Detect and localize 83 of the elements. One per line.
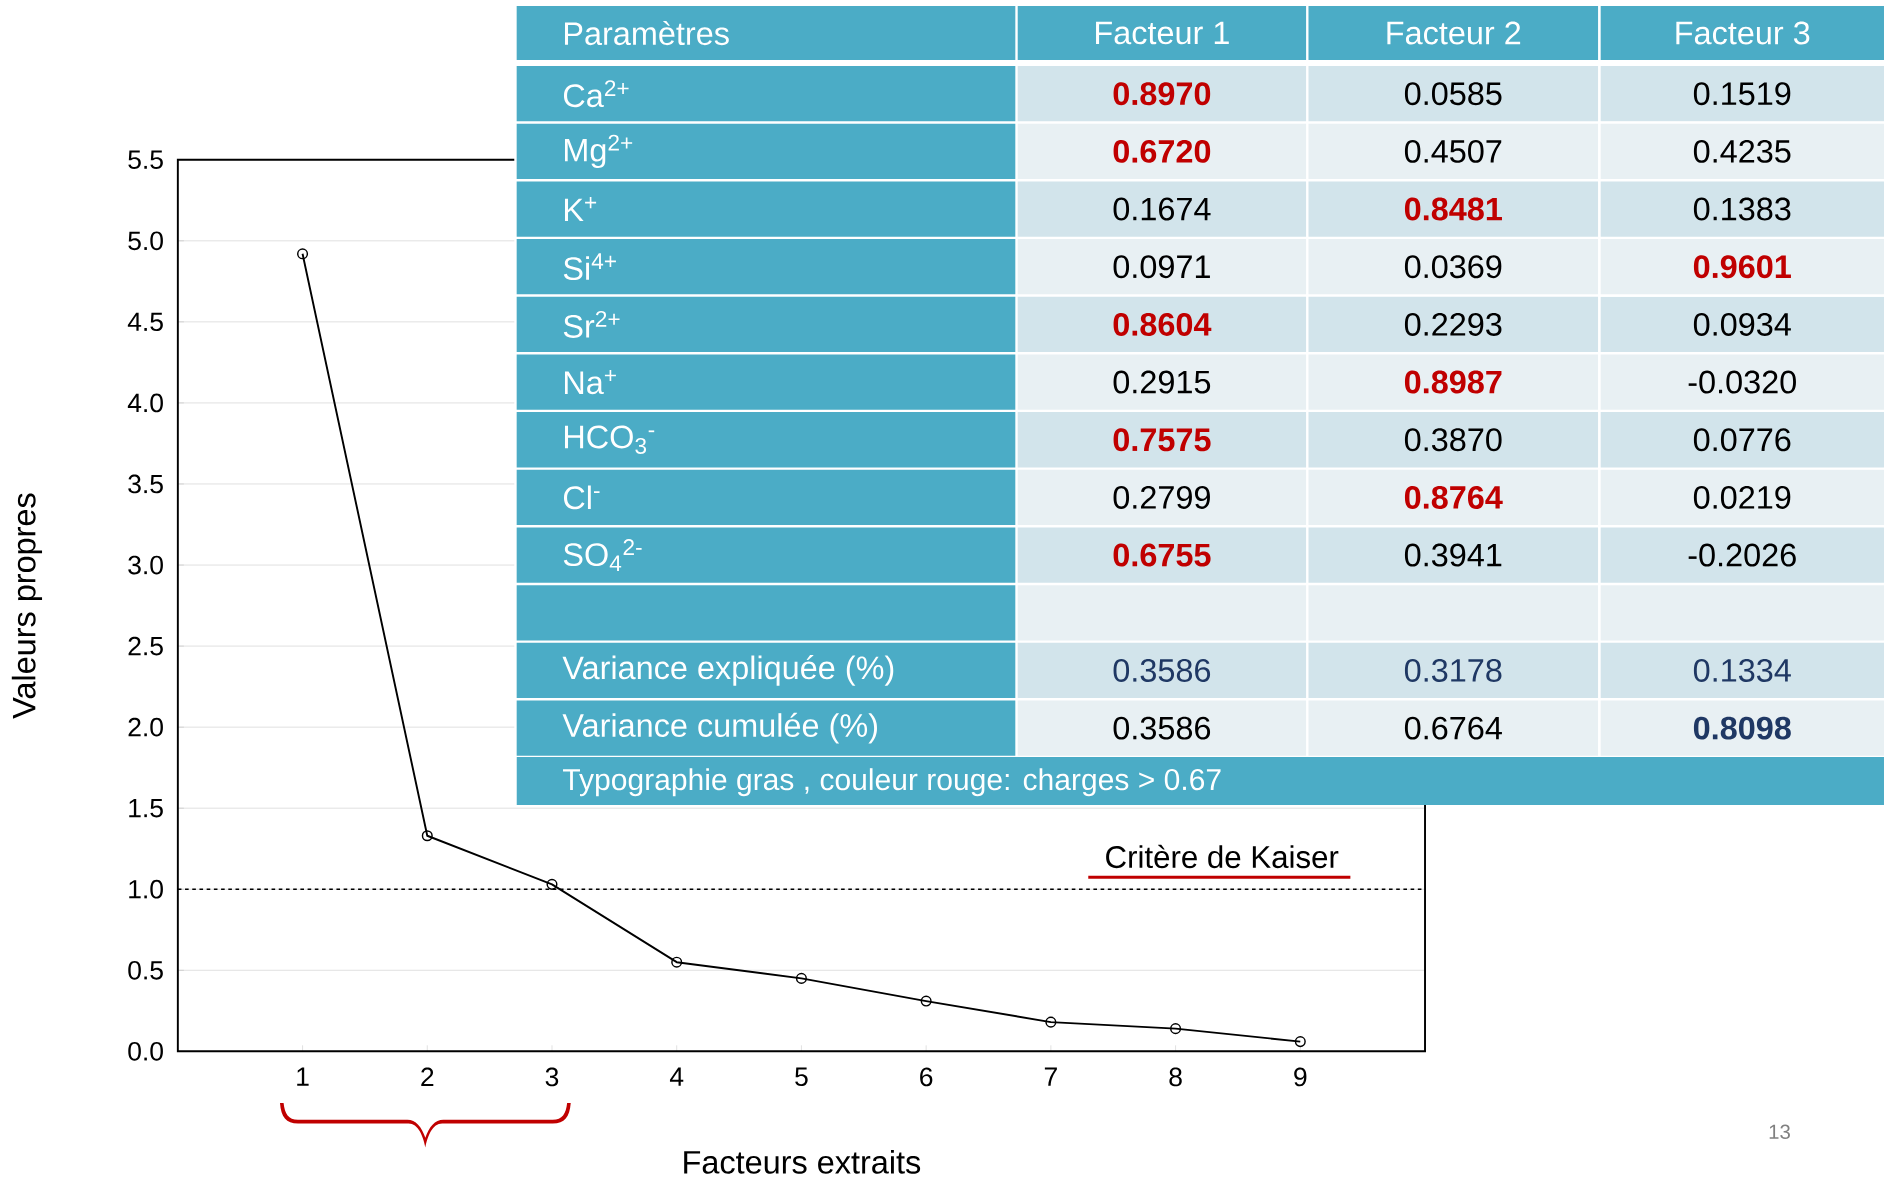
y-tick-label: 3.0 [128,555,163,575]
annotation: 0.3178 [1404,659,1502,682]
point [1045,1016,1057,1028]
annotation: 0.8604 [1113,312,1212,336]
point [1294,1036,1306,1048]
annotation: 0.2293 [1404,312,1502,336]
annotation: 0.4507 [1404,139,1502,163]
annotation: 0.1674 [1113,197,1211,221]
x-axis-title: Facteurs extraits [684,1150,921,1174]
y-tick-label: 5.0 [128,231,163,251]
x-tick-label: 5 [795,1067,808,1087]
text: Facteur 1 [1096,21,1229,45]
annotation: Variance expliquée (%) [562,655,894,686]
text: 0.9601 [1693,255,1791,279]
y-tick-label: 2.0 [128,717,163,737]
y-tick-label: 2.5 [128,636,163,656]
annotation: Variance cumulée (%) [562,712,877,744]
point [795,972,807,984]
text: 0.0934 [1693,312,1791,336]
y-axis-title: Valeurs propres [11,493,43,719]
text: 0.1334 [1693,659,1791,682]
text: Paramètres [564,20,729,46]
text: 13 [1769,1124,1790,1140]
annotation: 0.3586 [1113,716,1211,740]
annotation: Si$^{4+}$ [563,253,616,281]
x-tick-label: 6 [920,1067,933,1087]
annotation: 0.8481 [1404,197,1502,221]
annotation: K$^{+}$ [564,197,597,222]
point [297,248,309,260]
annotation: 0.2799 [1113,485,1210,509]
annotation: Sr$^{2+}$ [563,310,620,338]
point [1170,1023,1182,1035]
y-tick-label: 0.5 [128,960,163,980]
annotation: 0.0971 [1113,255,1210,279]
text: Facteur 3 [1676,21,1810,45]
x-tick-label: 3 [545,1067,559,1087]
annotation: 0.6720 [1113,139,1211,163]
annotation: 0.8987 [1404,370,1502,394]
y-tick-label: 0.0 [128,1042,163,1061]
text: -0.0320 [1688,370,1796,394]
y-tick-label: 4.0 [127,393,163,413]
annotation: Na$^{+}$ [564,369,616,395]
annotation: 0.2915 [1113,370,1211,394]
text: 0.8970 [1113,82,1211,106]
annotation: 0.3586 [1113,659,1211,682]
text: 0.0585 [1404,82,1502,106]
x-tick-label: 1 [297,1067,309,1086]
point [421,830,433,842]
y-tick-label: 1.5 [129,799,163,818]
y-tick-label: 3.5 [128,474,163,494]
text: 0.0219 [1693,485,1791,509]
x-tick-label: 9 [1294,1067,1307,1087]
text: Ca$^{2+}$ [563,80,629,108]
annotation: 0.0369 [1404,255,1502,279]
annotation: SO$_{4}$2- [563,539,642,572]
text: 0.0776 [1693,428,1791,452]
point [920,995,932,1007]
point [671,956,683,968]
x-tick-label: 8 [1169,1067,1182,1087]
ref-line-label: Critère de Kaiser [1106,844,1339,869]
x-tick-label: 4 [669,1067,684,1086]
annotation: 0.3941 [1404,543,1502,567]
text: Facteur 2 [1387,21,1521,45]
x-tick-label: 7 [1044,1067,1057,1086]
text: 0.1383 [1693,197,1791,221]
text: -0.2026 [1688,543,1796,567]
text: 0.4235 [1693,139,1791,163]
annotation: Cl$^{-}$ [563,485,600,510]
text: 0.1519 [1693,82,1791,106]
point [546,878,558,890]
annotation: Mg$^{2+}$ [564,134,633,169]
y-tick-label: 4.5 [127,312,163,332]
annotation: 0.6755 [1113,543,1211,567]
annotation: 0.3870 [1404,428,1502,452]
text: 0.8098 [1693,716,1791,740]
x-tick-label: 2 [421,1067,434,1087]
y-tick-label: 5.5 [128,150,163,170]
y-tick-label: 1.0 [129,879,163,899]
annotation: HCO$_{3}$- [564,425,655,455]
annotation: 0.6764 [1404,716,1502,740]
annotation: 0.7575 [1113,428,1211,452]
annotation: Typographie gras , couleur rouge: charges > 0.67 [563,768,1221,797]
annotation: 0.8764 [1404,485,1503,509]
